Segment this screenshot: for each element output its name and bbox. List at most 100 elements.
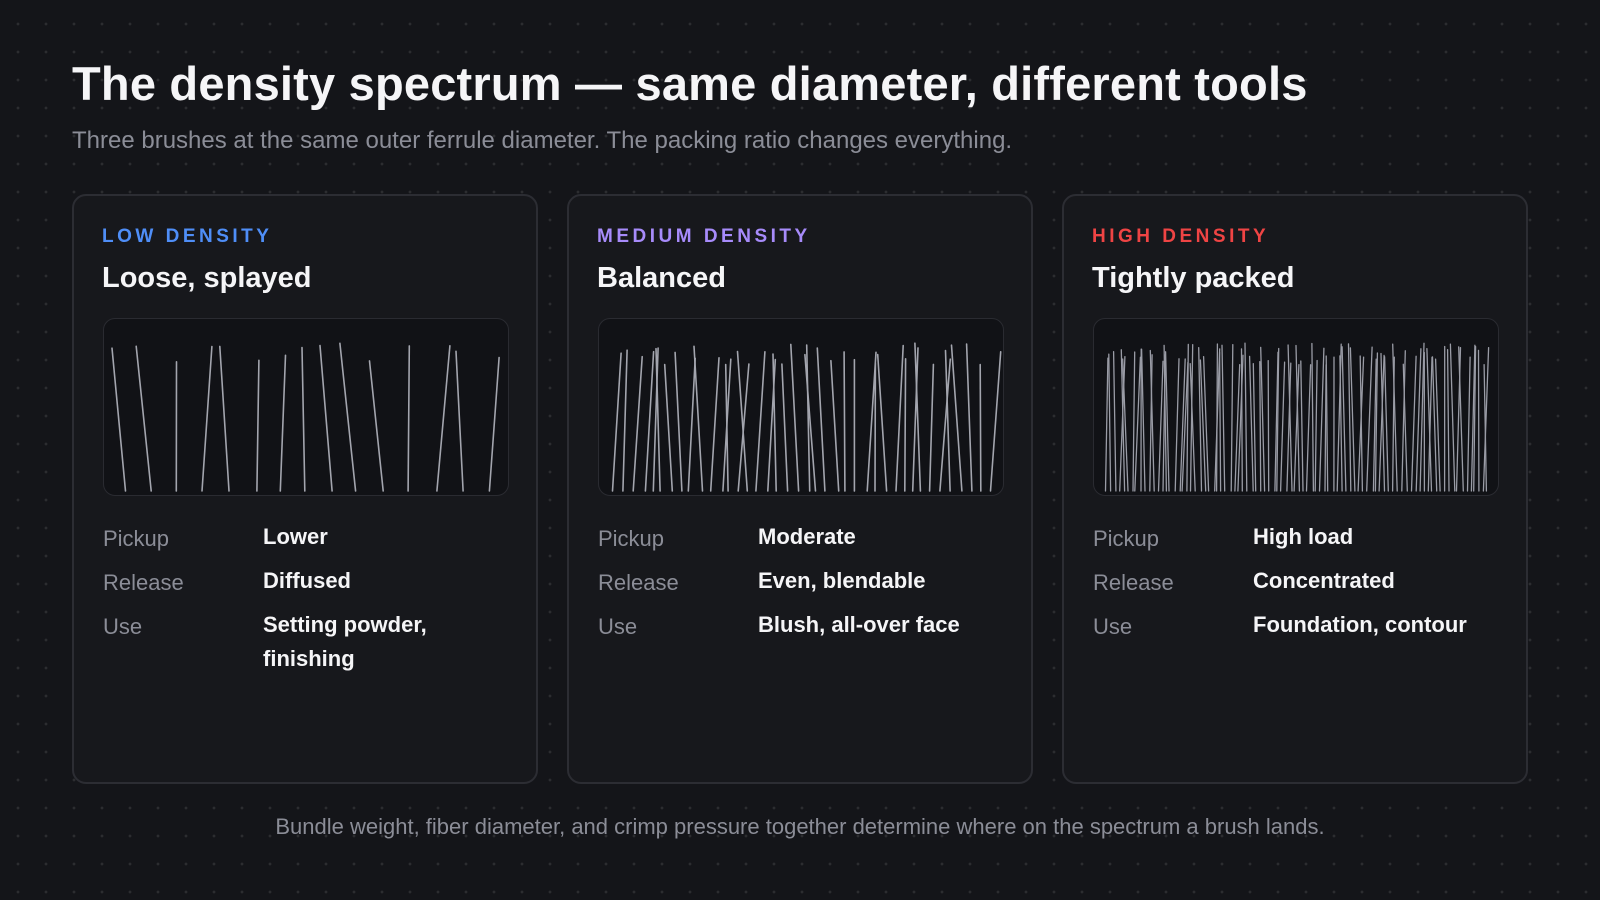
bristle <box>755 350 766 492</box>
property-row-pickup: Pickup Moderate <box>598 524 1008 554</box>
bristle <box>1108 353 1112 492</box>
page-title: The density spectrum — same diameter, di… <box>72 57 1308 110</box>
bristle <box>687 357 696 492</box>
bristle <box>1202 356 1210 492</box>
bristle <box>1449 343 1456 492</box>
bristle <box>1134 356 1142 492</box>
bristle <box>1378 354 1385 492</box>
bristle <box>1293 364 1300 492</box>
bristle <box>1402 363 1408 492</box>
property-value: Lower <box>263 524 328 549</box>
bristle <box>1380 352 1386 492</box>
property-value: High load <box>1253 524 1354 549</box>
property-value: Blush, all-over face <box>758 612 960 637</box>
bristle <box>1287 344 1293 492</box>
bristle <box>1295 344 1301 492</box>
bristle <box>1248 355 1254 492</box>
bristle <box>895 344 905 492</box>
bristle <box>1339 355 1343 492</box>
bristle <box>1446 349 1450 492</box>
bristle <box>1305 364 1312 492</box>
bristle <box>843 351 846 492</box>
bristle <box>693 345 704 492</box>
bristle <box>1470 344 1476 492</box>
bristle <box>256 359 260 492</box>
property-label: Pickup <box>598 526 665 551</box>
bristle <box>876 353 888 492</box>
bristle <box>709 356 720 492</box>
bristle <box>790 343 800 492</box>
bristle <box>903 357 907 492</box>
bristle <box>1260 346 1266 492</box>
bristle <box>1221 344 1226 492</box>
bristle <box>1311 342 1315 492</box>
density-tag: LOW DENSITY <box>102 226 273 247</box>
bristle <box>939 358 952 492</box>
property-value: Foundation, contour <box>1253 612 1467 637</box>
bristle <box>1383 356 1389 492</box>
bristle <box>1483 364 1488 492</box>
property-row-use: Use Blush, all-over face <box>598 612 1008 642</box>
bristle <box>279 354 287 492</box>
property-label: Release <box>598 570 679 595</box>
bristle <box>816 347 826 492</box>
bristle <box>201 345 213 492</box>
bristle <box>1427 356 1433 492</box>
bristle <box>1473 345 1477 492</box>
bristle <box>1181 361 1189 492</box>
property-list: Pickup Moderate Release Even, blendable … <box>598 524 1008 658</box>
bristle <box>319 344 333 492</box>
property-label: Pickup <box>1093 526 1160 551</box>
property-row-release: Release Concentrated <box>1093 568 1503 598</box>
bristle <box>1234 364 1241 492</box>
loose-bristles-illustration <box>111 342 500 492</box>
bristle <box>1199 359 1207 492</box>
bristle <box>830 359 840 492</box>
bristle <box>1267 359 1270 492</box>
bristle <box>950 344 963 492</box>
property-row-use: Use Setting powder, finishing <box>103 612 513 676</box>
bristle <box>1392 343 1398 492</box>
bristle <box>1244 342 1248 492</box>
bristle <box>1458 346 1464 492</box>
bristle <box>1215 343 1219 492</box>
bristle <box>1466 356 1471 492</box>
bristle <box>989 350 1002 492</box>
bristle <box>1325 355 1329 492</box>
bristle <box>488 356 500 492</box>
bristle-illustration <box>1093 318 1499 496</box>
bristle <box>1179 358 1186 492</box>
property-label: Use <box>598 614 638 639</box>
bristle-illustration <box>598 318 1004 496</box>
property-value: Diffused <box>263 568 351 593</box>
card-medium-density: MEDIUM DENSITY Balanced Pickup Moderate … <box>567 194 1033 784</box>
bristle <box>928 363 935 492</box>
bristle <box>736 350 749 492</box>
bristle <box>979 363 982 492</box>
bristle <box>407 345 411 492</box>
bristle <box>301 346 306 492</box>
bristle-illustration <box>103 318 509 496</box>
density-tag: MEDIUM DENSITY <box>597 226 811 247</box>
bristle <box>655 347 661 492</box>
property-row-use: Use Foundation, contour <box>1093 612 1503 642</box>
bristle <box>805 344 811 492</box>
page-subtitle: Three brushes at the same outer ferrule … <box>72 127 1013 154</box>
bristle <box>1419 342 1425 492</box>
bristle <box>1274 351 1279 492</box>
bristle <box>1230 343 1234 492</box>
bristle <box>622 349 628 492</box>
bristle <box>1482 347 1490 492</box>
bristle <box>339 342 357 492</box>
medium-bristles-illustration <box>611 342 1002 492</box>
bristle <box>911 347 919 492</box>
dense-bristles-illustration <box>1104 342 1490 492</box>
bristle <box>1122 358 1129 492</box>
property-value: Setting powder, finishing <box>263 612 427 671</box>
bristle <box>1431 356 1438 492</box>
property-label: Use <box>103 614 143 639</box>
bristle <box>674 351 683 492</box>
bristle <box>1349 347 1356 492</box>
bristle <box>1374 352 1379 492</box>
